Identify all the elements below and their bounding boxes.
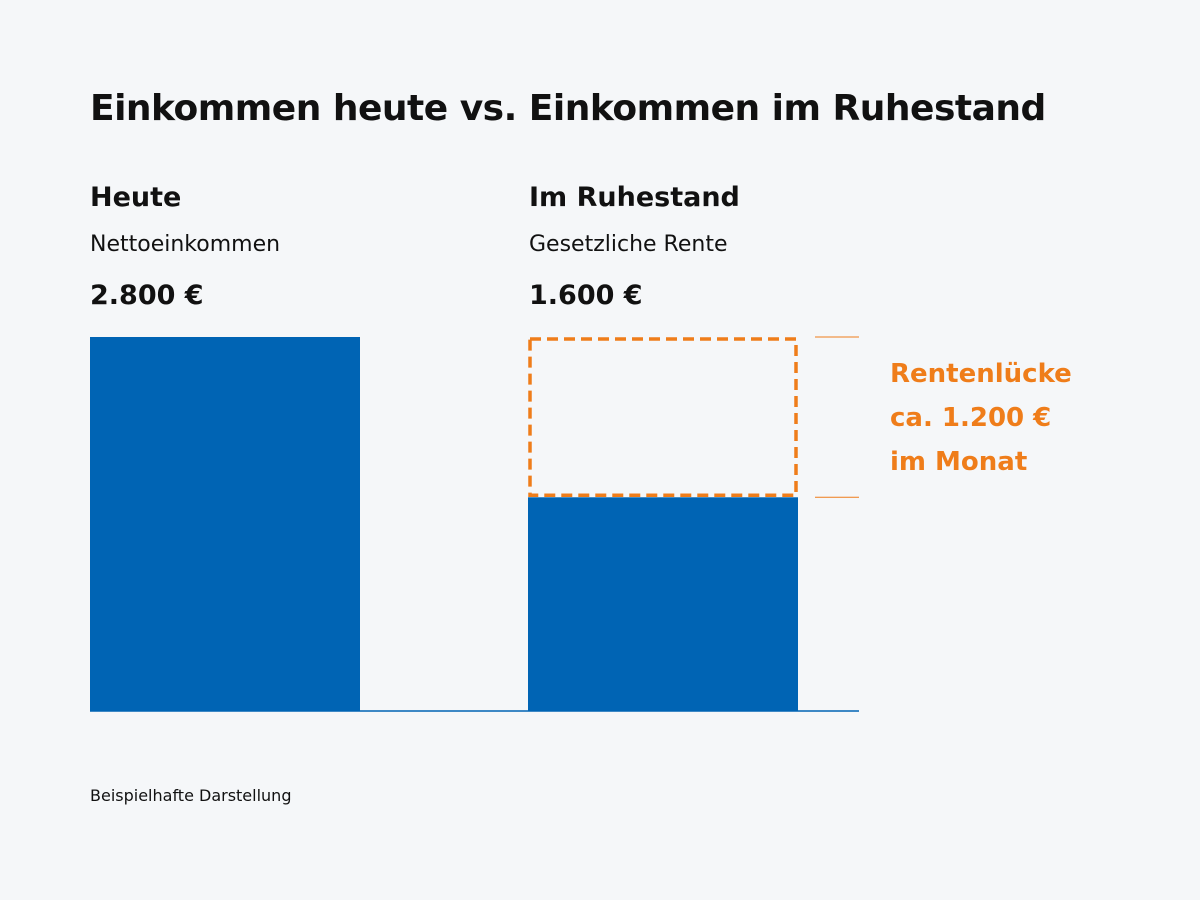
column-heading-retirement: Im Ruhestand xyxy=(529,182,740,213)
gap-label-line-3: im Monat xyxy=(890,447,1028,477)
chart-title: Einkommen heute vs. Einkommen im Ruhesta… xyxy=(90,88,1046,129)
footnote: Beispielhafte Darstellung xyxy=(90,786,292,805)
column-subheading-today: Nettoeinkommen xyxy=(90,232,281,257)
bar-today xyxy=(90,337,360,711)
column-value-retirement: 1.600 € xyxy=(529,280,643,311)
column-subheading-retirement: Gesetzliche Rente xyxy=(529,232,728,257)
column-heading-today: Heute xyxy=(90,182,182,213)
gap-label-line-2: ca. 1.200 € xyxy=(890,403,1052,433)
gap-label-line-1: Rentenlücke xyxy=(890,359,1072,389)
column-value-today: 2.800 € xyxy=(90,280,204,311)
pension-gap-label: Rentenlücke ca. 1.200 € im Monat xyxy=(890,352,1072,484)
bar-retirement xyxy=(528,497,798,711)
pension-gap-dashed-box xyxy=(528,337,798,498)
